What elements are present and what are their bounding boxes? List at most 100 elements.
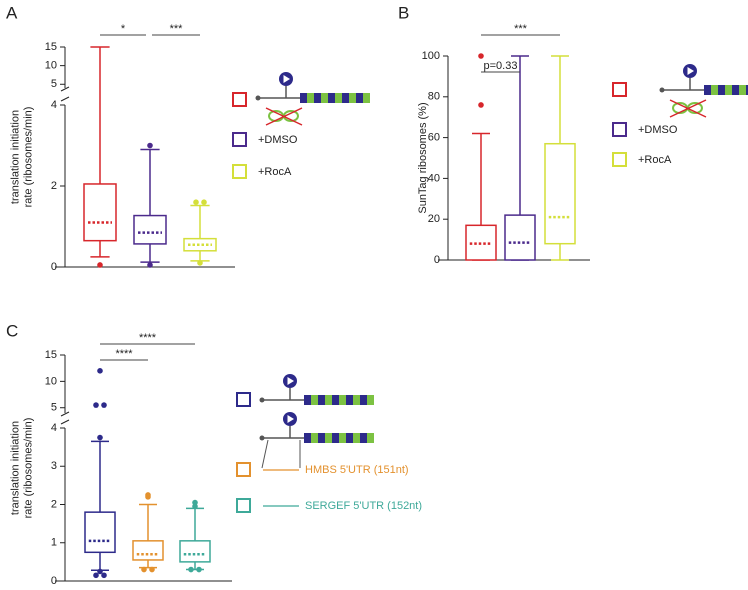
reporter-stripe [321,93,328,103]
reporter-stripe [318,433,325,443]
cap [259,397,265,403]
outlier [97,262,103,268]
y-tick-label: 15 [45,349,57,361]
reporter-stripe [725,85,732,95]
box [84,511,116,554]
axis-break [60,86,70,92]
ribosome-arrow [687,67,694,75]
outlier [149,566,155,573]
reporter-stripe [339,395,346,405]
outlier [478,102,484,108]
reporter-stripe [746,85,748,95]
outlier [97,368,103,374]
outlier [196,566,202,573]
axis-break [60,411,70,417]
y-axis-label: rate (ribosomes/min) [22,107,34,208]
reporter-stripe [332,433,339,443]
outlier [147,262,153,268]
significance-label: **** [115,348,133,360]
reporter-stripe [711,85,718,95]
legend-swatch [232,132,247,147]
outlier [145,494,151,500]
cap [259,435,265,441]
legend-label: +DMSO [638,124,678,136]
outlier [201,199,207,205]
y-tick-label: 10 [45,375,57,387]
reporter-stripe [349,93,356,103]
reporter-stripe [325,395,332,405]
legend-swatch [236,462,251,477]
outlier [192,499,198,506]
legend-swatch [236,392,251,407]
y-tick-label: 4 [51,99,57,111]
outlier [93,572,99,579]
y-tick-label: 15 [45,41,57,53]
cross [669,99,707,118]
reporter-stripe [346,395,353,405]
reporter-stripe [311,433,318,443]
panel-label: C [6,321,18,340]
reporter-stripe [339,433,346,443]
reporter-stripe [353,395,360,405]
reporter-stripe [346,433,353,443]
y-tick-label: 60 [428,132,440,144]
reporter-stripe [367,395,374,405]
significance-label: * [121,23,126,35]
y-axis-label: rate (ribosomes/min) [22,418,34,519]
y-tick-label: 4 [51,422,57,434]
outlier [101,572,107,579]
legend-label: +RocA [638,154,672,166]
legend-swatch [232,92,247,107]
y-tick-label: 0 [51,575,57,587]
panel-label: B [398,3,409,22]
axis-break [60,96,70,102]
legend-swatch [236,498,251,513]
outlier [193,199,199,205]
y-tick-label: 5 [51,78,57,90]
y-tick-label: 3 [51,460,57,472]
legend-swatch [612,122,627,137]
reporter-stripe [360,395,367,405]
outlier [192,503,198,510]
ribosome-arrow [283,75,290,83]
utr-branch [261,439,269,469]
reporter-stripe [328,93,335,103]
cap [659,87,665,93]
y-tick-label: 80 [428,91,440,103]
reporter-stripe [335,93,342,103]
reporter-stripe [325,433,332,443]
panel-label: A [6,3,18,22]
y-axis-label: SunTag ribosomes (%) [417,102,429,213]
box [544,142,576,245]
outlier [478,53,484,59]
box [83,183,117,242]
box [183,237,217,252]
reporter-stripe [314,93,321,103]
legend-label: SERGEF 5'UTR (152nt) [305,500,422,512]
legend-label: HMBS 5'UTR (151nt) [305,464,409,476]
legend-swatch [612,152,627,167]
axis-break [60,419,70,425]
reporter-stripe [311,395,318,405]
y-tick-label: 0 [434,254,440,266]
significance-label: *** [514,23,528,35]
significance-label: p=0.33 [484,60,518,72]
reporter-stripe [732,85,739,95]
cross [265,107,303,126]
outlier [101,402,107,408]
reporter-stripe [304,395,311,405]
reporter-stripe [318,395,325,405]
cap [255,95,261,101]
significance-label: *** [170,23,184,35]
y-tick-label: 1 [51,537,57,549]
reporter-stripe [360,433,367,443]
reporter-stripe [332,395,339,405]
reporter-stripe [300,93,307,103]
y-tick-label: 0 [51,261,57,273]
ribosome-arrow [287,415,294,423]
reporter-stripe [718,85,725,95]
significance-label: **** [139,332,157,344]
y-tick-label: 2 [51,180,57,192]
